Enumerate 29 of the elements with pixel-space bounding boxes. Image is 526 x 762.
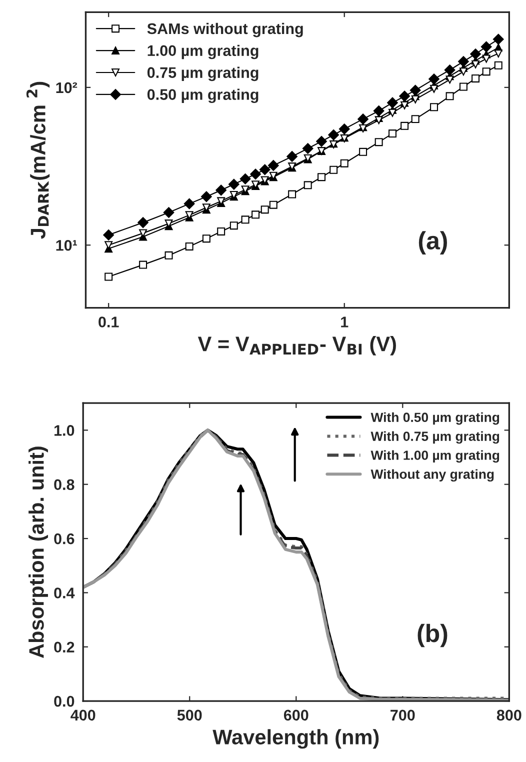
y-tick-label: 10¹	[56, 240, 77, 251]
x-tick-label: 500	[177, 710, 202, 721]
x-tick-label: 400	[70, 710, 96, 721]
y-tick-label: 10²	[56, 82, 78, 94]
legend-label: With 0.50 µm grating	[370, 412, 500, 425]
y-tick-label: 0.6	[54, 533, 74, 544]
x-tick-label: 600	[284, 710, 308, 721]
legend-label: 0.75 µm grating	[147, 66, 258, 82]
x-tick-label: 0.1	[98, 316, 119, 328]
legend-label: SAMs without grating	[147, 22, 303, 38]
annotation: (b)	[418, 624, 448, 648]
annotation: (a)	[418, 231, 447, 254]
legend-label: With 0.75 µm grating	[370, 431, 500, 444]
x-tick-label: 1	[341, 316, 348, 328]
y-axis-title: Absorption (arb. unit)	[28, 446, 48, 658]
y-axis-title: J$_{DARK}$(mA/cm $^{2}$)	[26, 82, 50, 239]
y-tick-label: 0.2	[54, 642, 74, 653]
x-axis-title: V = V$_{APPLIED}$- V$_{BI}$ (V)	[198, 336, 396, 356]
y-tick-label: 1.0	[54, 425, 74, 436]
legend-label: 0.50 µm grating	[147, 88, 258, 104]
x-tick-label: 800	[496, 710, 522, 721]
x-axis-title: Wavelength (nm)	[212, 729, 379, 749]
legend-label: With 1.00 µm grating	[370, 450, 500, 463]
x-tick-label: 700	[390, 710, 415, 721]
y-tick-label: 0.8	[54, 479, 74, 490]
legend-label: Without any grating	[370, 469, 494, 482]
legend-label: 1.00 µm grating	[148, 44, 258, 60]
y-tick-label: 0.4	[54, 588, 75, 598]
y-tick-label: 0.0	[54, 696, 74, 707]
